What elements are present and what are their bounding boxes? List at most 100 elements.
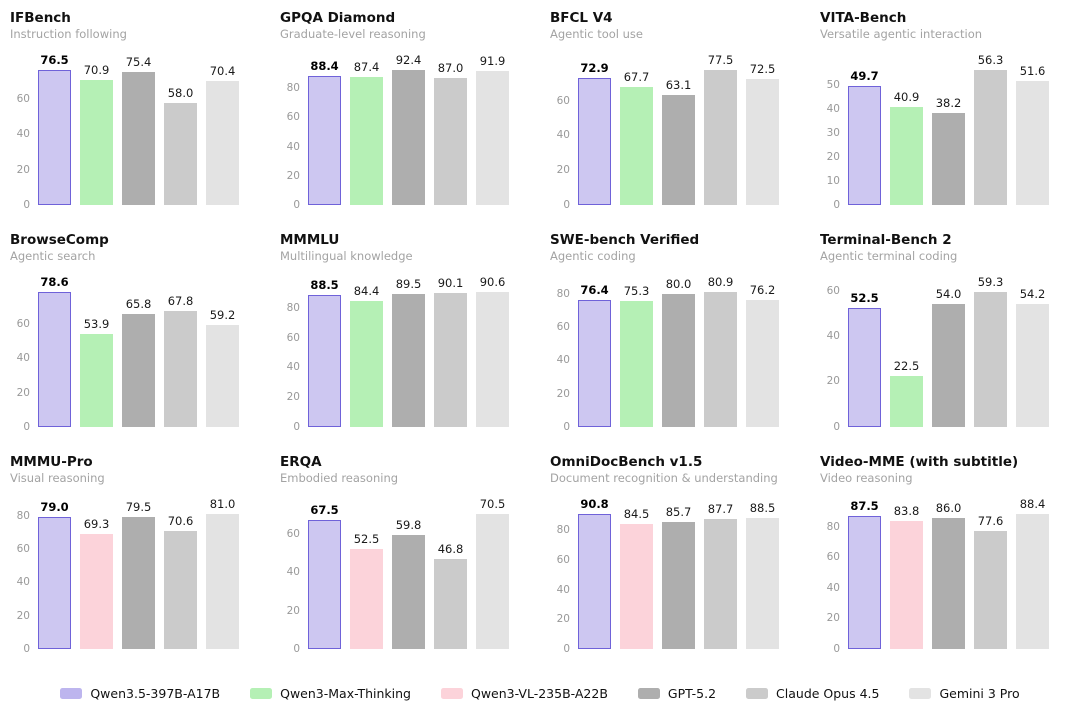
bar	[476, 514, 509, 649]
plot-area: 0 20 40 60 78.6 53.9 65.8 67.8 59.2	[17, 275, 250, 433]
y-tick-label: 60	[16, 318, 30, 331]
y-tick-label: 60	[286, 331, 300, 344]
y-tick-label: 40	[16, 352, 30, 365]
chart-title: OmniDocBench v1.5	[550, 454, 703, 470]
y-tick-label: 50	[826, 79, 840, 92]
chart-erqa: ERQA Embodied reasoning 0 20 40 60 67.5 52.5 59.…	[270, 450, 540, 672]
legend: Qwen3.5-397B-A17B Qwen3-Max-Thinking Qwen3…	[0, 672, 1080, 710]
y-tick-label: 0	[23, 420, 30, 433]
bar	[974, 292, 1007, 427]
bar-group-qwen3-vl-235b-a22b: 84.5	[620, 507, 653, 649]
y-tick-label: 0	[833, 642, 840, 655]
y-tick-label: 20	[826, 150, 840, 163]
chart-title: MMMLU	[280, 232, 340, 248]
plot-area: 0 20 40 60 76.5 70.9 75.4 58.0 70.4	[17, 53, 250, 211]
bar-group-qwen3-5-397b-a17b: 87.5	[848, 499, 881, 649]
bar	[890, 106, 923, 205]
bar	[746, 299, 779, 427]
y-tick-label: 60	[826, 284, 840, 297]
plot-area: 0 20 40 60 52.5 22.5 54.0 59.3 54.2	[827, 275, 1060, 433]
y-axis-ticks: 0 20 40 60 80	[8, 508, 34, 655]
bar-group-qwen3-max-thinking: 53.9	[80, 317, 113, 427]
bar-value-label: 85.7	[665, 504, 692, 519]
bar-group-qwen3-max-thinking: 87.4	[350, 60, 383, 205]
bar-value-label: 52.5	[850, 290, 879, 305]
bar	[80, 334, 113, 427]
bar	[932, 304, 965, 427]
bars: 49.7 40.9 38.2 56.3 51.6	[848, 53, 1060, 205]
bars: 78.6 53.9 65.8 67.8 59.2	[38, 275, 250, 427]
chart-subtitle: Agentic terminal coding	[820, 248, 958, 263]
legend-label: Qwen3-Max-Thinking	[280, 685, 411, 701]
bar-group-qwen3-5-397b-a17b: 76.4	[578, 283, 611, 427]
bar-value-label: 79.5	[125, 499, 152, 514]
legend-label: GPT-5.2	[667, 685, 717, 701]
bar-value-label: 46.8	[437, 542, 464, 557]
bar-value-label: 87.7	[707, 501, 734, 516]
bar-group-claude-opus-4-5: 70.6	[164, 514, 197, 649]
bar-value-label: 88.4	[1019, 497, 1046, 512]
bar	[662, 293, 695, 427]
bar-value-label: 78.6	[40, 275, 69, 290]
y-tick-label: 20	[286, 169, 300, 182]
plot-area: 0 20 40 60 80 76.4 75.3 80.0 80.9 76.2	[557, 275, 790, 433]
y-tick-label: 40	[556, 583, 570, 596]
chart-vita-bench: VITA-Bench Versatile agentic interaction 0…	[810, 6, 1080, 228]
bar-group-qwen3-max-thinking: 40.9	[890, 90, 923, 205]
bar-group-qwen3-vl-235b-a22b: 52.5	[350, 532, 383, 649]
y-tick-label: 60	[556, 553, 570, 566]
bar	[890, 521, 923, 649]
bars: 52.5 22.5 54.0 59.3 54.2	[848, 275, 1060, 427]
bar	[308, 519, 341, 649]
bar	[38, 517, 71, 649]
bar-group-qwen3-5-397b-a17b: 90.8	[578, 497, 611, 649]
legend-swatch-icon	[909, 687, 932, 699]
bar-group-gpt-5-2: 54.0	[932, 287, 965, 427]
bar-value-label: 90.8	[580, 497, 609, 512]
bar-value-label: 69.3	[83, 516, 110, 531]
legend-label: Claude Opus 4.5	[776, 685, 880, 701]
bar	[206, 325, 239, 427]
chart-title: VITA-Bench	[820, 10, 907, 26]
y-tick-label: 80	[286, 82, 300, 95]
bar	[932, 113, 965, 205]
y-tick-label: 20	[556, 613, 570, 626]
bar-value-label: 75.4	[125, 55, 152, 70]
y-tick-label: 0	[23, 642, 30, 655]
chart-mmmlu: MMMLU Multilingual knowledge 0 20 40 60 80 88.5…	[270, 228, 540, 450]
y-tick-label: 20	[286, 391, 300, 404]
bar	[122, 314, 155, 427]
bar-value-label: 59.2	[209, 308, 236, 323]
bar-value-label: 87.0	[437, 61, 464, 76]
bar-group-gpt-5-2: 80.0	[662, 277, 695, 427]
chart-title: MMMU-Pro	[10, 454, 93, 470]
y-tick-label: 80	[556, 287, 570, 300]
bar-group-qwen3-max-thinking: 84.4	[350, 284, 383, 427]
bar-group-gpt-5-2: 59.8	[392, 518, 425, 649]
bar	[932, 517, 965, 649]
chart-video-mme-with-subtitle: Video-MME (with subtitle) Video reasoning…	[810, 450, 1080, 672]
bar	[434, 292, 467, 427]
bar-value-label: 88.5	[749, 500, 776, 515]
bar-group-qwen3-5-397b-a17b: 76.5	[38, 53, 71, 205]
bar-group-claude-opus-4-5: 58.0	[164, 86, 197, 205]
chart-gpqa-diamond: GPQA Diamond Graduate-level reasoning 0 20 4…	[270, 6, 540, 228]
y-axis-ticks: 0 10 20 30 40 50	[818, 64, 844, 211]
y-axis-ticks: 0 20 40 60	[8, 286, 34, 433]
bar-value-label: 87.4	[353, 60, 380, 75]
bar-group-gemini-3-pro: 72.5	[746, 62, 779, 205]
y-tick-label: 40	[826, 329, 840, 342]
bar	[848, 85, 881, 205]
plot-area: 0 20 40 60 80 90.8 84.5 85.7 87.7 88.5	[557, 497, 790, 655]
legend-label: Qwen3-VL-235B-A22B	[471, 685, 608, 701]
y-axis-ticks: 0 20 40 60	[8, 64, 34, 211]
chart-subtitle: Embodied reasoning	[280, 470, 399, 485]
legend-item-qwen3-5-397b-a17b: Qwen3.5-397B-A17B	[60, 686, 220, 701]
bar-group-gemini-3-pro: 81.0	[206, 497, 239, 649]
y-tick-label: 20	[826, 612, 840, 625]
bar-group-gpt-5-2: 92.4	[392, 53, 425, 205]
bar-value-label: 81.0	[209, 497, 236, 512]
bar-group-gpt-5-2: 65.8	[122, 297, 155, 427]
y-tick-label: 20	[16, 386, 30, 399]
bar	[620, 301, 653, 427]
